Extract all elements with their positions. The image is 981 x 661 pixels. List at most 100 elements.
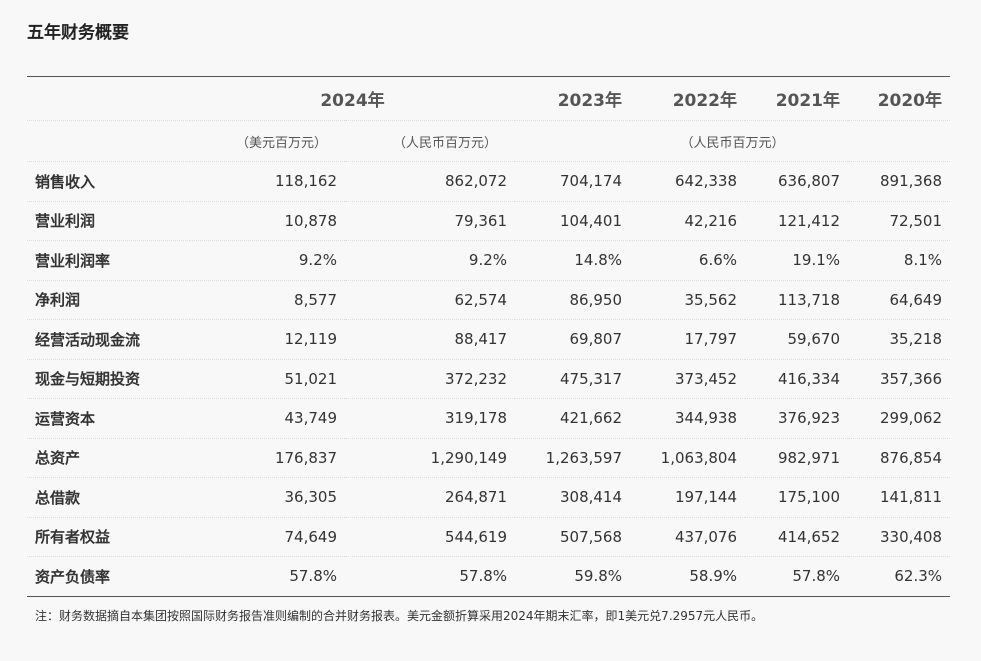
table-body: 销售收入 118,162 862,072 704,174 642,338 636,807 8… (27, 161, 951, 597)
cell: 344,938 (630, 398, 746, 438)
cell: 8.1% (848, 240, 951, 280)
row-label: 营业利润 (27, 200, 190, 241)
table-row: 净利润 8,577 62,574 86,950 35,562 113,718 64,649 (27, 279, 951, 320)
cell: 64,649 (848, 279, 951, 320)
cell: 74,649 (190, 516, 345, 557)
row-label: 净利润 (27, 279, 190, 320)
row-label: 总借款 (27, 477, 190, 517)
cell: 636,807 (745, 161, 849, 201)
cell: 113,718 (745, 279, 849, 320)
cell: 264,871 (345, 477, 516, 517)
table-row: 销售收入 118,162 862,072 704,174 642,338 636,807 8… (27, 161, 951, 201)
cell: 308,414 (515, 477, 631, 517)
row-label: 经营活动现金流 (27, 319, 190, 359)
cell: 35,218 (848, 319, 951, 359)
cell: 88,417 (345, 319, 516, 359)
cell: 14.8% (515, 240, 631, 280)
cell: 704,174 (515, 161, 631, 201)
cell: 57.8% (745, 556, 849, 597)
unit: （人民币百万元） (345, 120, 516, 162)
cell: 59.8% (515, 556, 631, 597)
cell: 416,334 (745, 358, 849, 399)
cell: 57.8% (345, 556, 516, 597)
cell: 79,361 (345, 200, 516, 241)
cell: 17,797 (630, 319, 746, 359)
cell: 43,749 (190, 398, 345, 438)
table-row: 资产负债率 57.8% 57.8% 59.8% 58.9% 57.8% 62.3% (27, 556, 951, 597)
table-row: 营业利润 10,878 79,361 104,401 42,216 121,412 72,5… (27, 200, 951, 241)
row-label: 运营资本 (27, 398, 190, 438)
cell: 6.6% (630, 240, 746, 280)
cell: 421,662 (515, 398, 631, 438)
cell: 9.2% (190, 240, 345, 280)
unit: （人民币百万元） (515, 120, 951, 162)
cell: 357,366 (848, 358, 951, 399)
table-row: 现金与短期投资 51,021 372,232 475,317 373,452 416,33… (27, 358, 951, 399)
table-row: 总借款 36,305 264,871 308,414 197,144 175,100 141… (27, 477, 951, 517)
cell: 642,338 (630, 161, 746, 201)
table-row: 运营资本 43,749 319,178 421,662 344,938 376,923 29… (27, 398, 951, 438)
cell: 72,501 (848, 200, 951, 241)
cell: 35,562 (630, 279, 746, 320)
cell: 544,619 (345, 516, 516, 557)
year: 2020年 (848, 76, 951, 121)
cell: 118,162 (190, 161, 345, 201)
row-label: 销售收入 (27, 161, 190, 201)
cell: 42,216 (630, 200, 746, 241)
cell: 876,854 (848, 437, 951, 478)
cell: 891,368 (848, 161, 951, 201)
year: 2024年 (190, 76, 516, 121)
cell: 36,305 (190, 477, 345, 517)
cell: 330,408 (848, 516, 951, 557)
row-label: 现金与短期投资 (27, 358, 190, 399)
finance-table: 2024年 2023年 2022年 2021年 2020年 （美元百万元） （人… (27, 76, 951, 597)
table-row: 所有者权益 74,649 544,619 507,568 437,076 414,652 3… (27, 516, 951, 557)
cell: 62.3% (848, 556, 951, 597)
cell: 507,568 (515, 516, 631, 557)
cell: 69,807 (515, 319, 631, 359)
cell: 299,062 (848, 398, 951, 438)
table-row: 总资产 176,837 1,290,149 1,263,597 1,063,804 982… (27, 437, 951, 478)
cell: 373,452 (630, 358, 746, 399)
cell: 862,072 (345, 161, 516, 201)
year: 2021年 (745, 76, 849, 121)
cell: 475,317 (515, 358, 631, 399)
cell: 197,144 (630, 477, 746, 517)
unit: （美元百万元） (190, 120, 345, 162)
cell: 12,119 (190, 319, 345, 359)
cell: 51,021 (190, 358, 345, 399)
year: 2022年 (630, 76, 746, 121)
cell: 141,811 (848, 477, 951, 517)
cell: 58.9% (630, 556, 746, 597)
cell: 1,263,597 (515, 437, 631, 478)
cell: 57.8% (190, 556, 345, 597)
cell: 319,178 (345, 398, 516, 438)
note: 注：财务数据摘自本集团按照国际财务报告准则编制的合并财务报表。美元金额折算采用2… (35, 609, 764, 623)
cell: 175,100 (745, 477, 849, 517)
cell: 8,577 (190, 279, 345, 320)
cell: 1,290,149 (345, 437, 516, 478)
unit-row: （美元百万元） （人民币百万元） （人民币百万元） (27, 120, 951, 162)
cell: 121,412 (745, 200, 849, 241)
table-row: 经营活动现金流 12,119 88,417 69,807 17,797 59,670 35,… (27, 319, 951, 359)
cell: 414,652 (745, 516, 849, 557)
cell: 86,950 (515, 279, 631, 320)
row-label: 资产负债率 (27, 556, 190, 597)
cell: 19.1% (745, 240, 849, 280)
table-row: 营业利润率 9.2% 9.2% 14.8% 6.6% 19.1% 8.1% (27, 240, 951, 280)
year-row: 2024年 2023年 2022年 2021年 2020年 (27, 76, 951, 121)
table-head: 2024年 2023年 2022年 2021年 2020年 （美元百万元） （人… (27, 76, 951, 162)
cell: 59,670 (745, 319, 849, 359)
cell: 104,401 (515, 200, 631, 241)
year: 2023年 (515, 76, 631, 121)
cell: 437,076 (630, 516, 746, 557)
cell: 1,063,804 (630, 437, 746, 478)
cell: 376,923 (745, 398, 849, 438)
cell: 176,837 (190, 437, 345, 478)
cell: 10,878 (190, 200, 345, 241)
row-label: 营业利润率 (27, 240, 190, 280)
row-label: 总资产 (27, 437, 190, 478)
title: 五年财务概要 (27, 23, 129, 43)
cell: 982,971 (745, 437, 849, 478)
